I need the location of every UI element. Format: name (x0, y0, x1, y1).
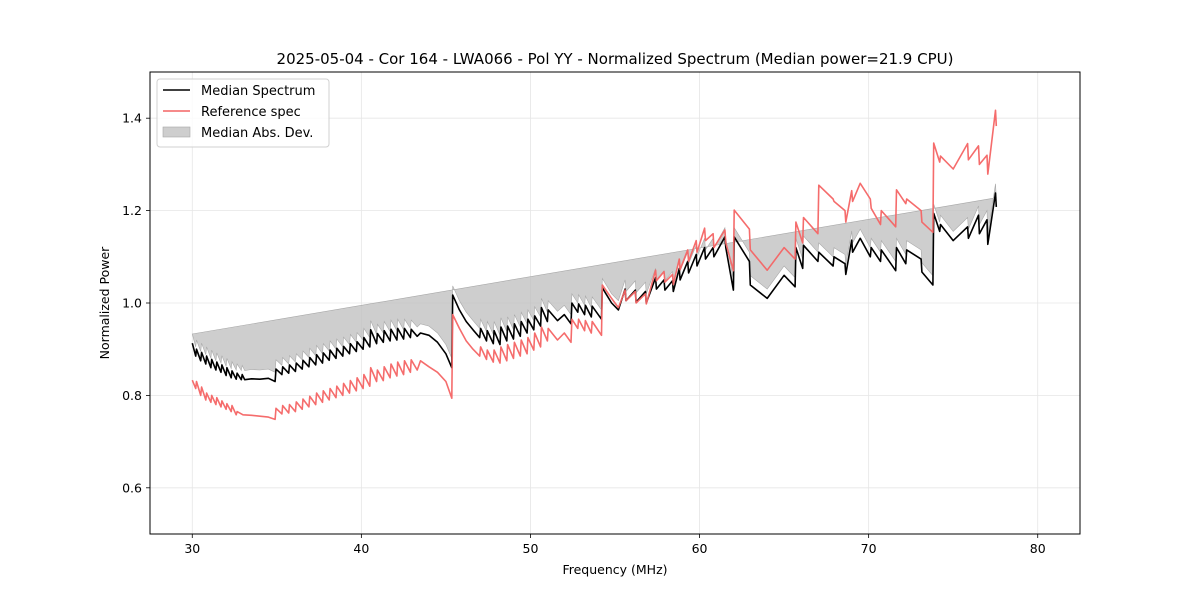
median-spectrum-line (191, 192, 998, 383)
legend-label-median: Median Spectrum (201, 84, 315, 99)
mad-band-layer (191, 183, 997, 373)
y-tick-label: 0.6 (122, 480, 142, 495)
y-axis: 0.6 0.8 1.0 1.2 1.4 (122, 111, 150, 495)
y-axis-label: Normalized Power (97, 246, 112, 360)
legend-swatch-mad (162, 126, 191, 138)
y-tick-label: 1.0 (122, 296, 142, 311)
x-axis-label: Frequency (MHz) (562, 562, 667, 577)
legend-label-reference: Reference spec (201, 105, 301, 120)
mad-band (191, 183, 997, 373)
legend: Median Spectrum Reference spec Median Ab… (156, 78, 330, 148)
x-tick-label: 70 (861, 541, 877, 556)
y-tick-label: 1.4 (122, 111, 142, 126)
x-tick-label: 60 (692, 541, 708, 556)
x-tick-label: 40 (353, 541, 369, 556)
grid (150, 72, 1080, 534)
x-tick-label: 30 (184, 541, 200, 556)
legend-box (156, 78, 330, 148)
x-axis: 30 40 50 60 70 80 (184, 534, 1046, 556)
y-tick-label: 1.2 (122, 203, 142, 218)
legend-label-mad: Median Abs. Dev. (201, 126, 313, 141)
line-layer (191, 109, 998, 421)
chart-title: 2025-05-04 - Cor 164 - LWA066 - Pol YY -… (277, 50, 954, 68)
x-tick-label: 80 (1030, 541, 1046, 556)
x-tick-label: 50 (523, 541, 539, 556)
y-tick-label: 0.8 (122, 388, 142, 403)
reference-spec-line (191, 109, 998, 421)
